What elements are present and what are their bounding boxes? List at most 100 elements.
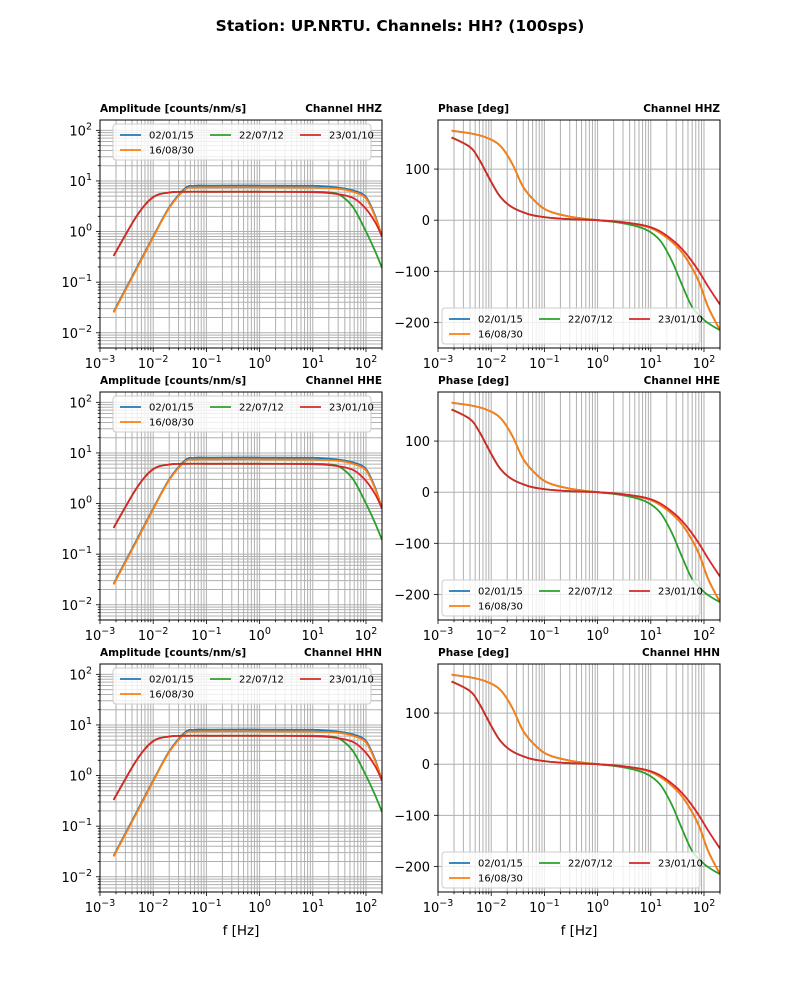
x-tick-label: 10−2 (138, 898, 169, 916)
series-line-23-01-10 (112, 734, 382, 801)
legend-label: 02/01/15 (478, 587, 523, 598)
x-tick-label: 100 (586, 354, 609, 372)
legend-label: 22/07/12 (239, 675, 284, 686)
y-tick-label: 101 (69, 444, 92, 462)
legend-label: 16/08/30 (478, 602, 523, 613)
legend-label: 02/01/15 (149, 675, 194, 686)
x-tick-label: 10−1 (529, 354, 560, 372)
legend: 02/01/15 22/07/12 23/01/10 16/08/30 (441, 579, 703, 617)
x-tick-label: 10−1 (191, 354, 222, 372)
subplot-title-right: Channel HHN (642, 647, 720, 659)
legend-label: 22/07/12 (568, 587, 613, 598)
y-tick-label: 100 (405, 163, 430, 178)
y-tick-label: −200 (394, 316, 430, 331)
legend-label: 22/07/12 (239, 131, 284, 142)
subplot-amp-hhe: 10−3 10−2 10−1 100 101 102 10−2 10−1 100 101 102 Am… (61, 375, 383, 644)
series-line-16-08-30 (451, 401, 720, 603)
subplot-amp-hhz: 10−3 10−2 10−1 100 101 102 10−2 10−1 100 101 102 Am… (61, 103, 383, 372)
x-tick-label: 10−1 (529, 898, 560, 916)
y-tick-label: −100 (394, 265, 430, 280)
legend-box (112, 123, 372, 161)
x-tick-label: 10−1 (529, 626, 560, 644)
x-tick-label: 10−2 (476, 898, 507, 916)
series-line-23-01-10 (451, 680, 720, 850)
legend-label: 22/07/12 (568, 315, 613, 326)
series-group (112, 728, 382, 858)
subplot-phase-hhn: 10−3 10−2 10−1 100 101 102 100 0 −100 −200 Phase [… (394, 647, 721, 939)
subplot-title-left: Phase [deg] (438, 103, 509, 115)
legend-label: 02/01/15 (478, 315, 523, 326)
subplot-title-right: Channel HHZ (305, 103, 382, 115)
y-tick-label: 100 (69, 495, 92, 513)
x-tick-label: 10−2 (476, 354, 507, 372)
legend: 02/01/15 22/07/12 23/01/10 16/08/30 (112, 395, 374, 433)
legend-label: 23/01/10 (658, 859, 703, 870)
subplot-title-right: Channel HHZ (643, 103, 720, 115)
legend: 02/01/15 22/07/12 23/01/10 16/08/30 (112, 123, 374, 161)
x-tick-label: 100 (248, 626, 271, 644)
y-tick-label: 100 (405, 707, 430, 722)
x-tick-label: 101 (301, 354, 324, 372)
y-tick-label: 0 (422, 758, 430, 773)
figure-title: Station: UP.NRTU. Channels: HH? (100sps) (215, 17, 585, 35)
legend-box (112, 395, 372, 433)
y-tick-label: 0 (422, 486, 430, 501)
legend-label: 02/01/15 (149, 403, 194, 414)
series-group (112, 456, 382, 586)
series-line-16-08-30 (451, 129, 720, 331)
series-group (112, 184, 382, 314)
y-tick-label: −100 (394, 537, 430, 552)
legend-label: 22/07/12 (568, 859, 613, 870)
x-tick-label: 101 (639, 898, 662, 916)
series-line-23-01-10 (112, 190, 382, 257)
x-tick-label: 100 (248, 354, 271, 372)
x-tick-label: 101 (639, 626, 662, 644)
y-tick-label: 10−2 (61, 324, 92, 342)
legend-label: 16/08/30 (149, 418, 194, 429)
legend-label: 23/01/10 (658, 587, 703, 598)
subplot-title-right: Channel HHE (644, 375, 720, 387)
legend-label: 16/08/30 (478, 874, 523, 885)
legend-label: 23/01/10 (658, 315, 703, 326)
legend-label: 16/08/30 (149, 146, 194, 157)
series-line-23-01-10 (451, 136, 720, 306)
legend-label: 23/01/10 (329, 403, 374, 414)
subplot-amp-hhn: 10−3 10−2 10−1 100 101 102 10−2 10−1 100 101 102 Am… (61, 647, 383, 939)
x-tick-label: 10−3 (423, 626, 454, 644)
x-tick-label: 10−3 (423, 898, 454, 916)
legend: 02/01/15 22/07/12 23/01/10 16/08/30 (112, 667, 374, 705)
x-tick-label: 101 (301, 898, 324, 916)
y-tick-label: 101 (69, 172, 92, 190)
subplot-title-right: Channel HHE (306, 375, 382, 387)
subplot-title-left: Phase [deg] (438, 647, 509, 659)
x-tick-label: 10−3 (85, 354, 116, 372)
y-tick-label: 10−1 (61, 273, 92, 291)
legend-box (112, 667, 372, 705)
subplot-title-left: Phase [deg] (438, 375, 509, 387)
y-tick-label: 102 (69, 393, 92, 411)
legend-label: 02/01/15 (149, 131, 194, 142)
y-tick-label: 0 (422, 214, 430, 229)
subplot-phase-hhz: 10−3 10−2 10−1 100 101 102 100 0 −100 −200 Phase [… (394, 103, 721, 372)
legend-label: 22/07/12 (239, 403, 284, 414)
axes-frame (437, 663, 721, 893)
legend-label: 16/08/30 (149, 690, 194, 701)
y-tick-label: 10−1 (61, 817, 92, 835)
x-tick-label: 10−1 (191, 626, 222, 644)
axes-frame (437, 391, 721, 621)
series-line-16-08-30 (112, 730, 382, 858)
subplot-title-left: Amplitude [counts/nm/s] (100, 647, 246, 659)
y-tick-label: 100 (405, 435, 430, 450)
subplot-title-right: Channel HHN (304, 647, 382, 659)
grid-phase-hhe (438, 392, 720, 620)
x-tick-label: 10−3 (85, 898, 116, 916)
y-tick-label: 10−2 (61, 596, 92, 614)
x-tick-label: 102 (355, 354, 378, 372)
legend: 02/01/15 22/07/12 23/01/10 16/08/30 (441, 307, 703, 345)
x-tick-label: 10−2 (138, 626, 169, 644)
x-tick-label: 102 (355, 626, 378, 644)
x-tick-label: 101 (639, 354, 662, 372)
x-tick-label: 10−3 (423, 354, 454, 372)
x-axis-label: f [Hz] (223, 923, 260, 939)
